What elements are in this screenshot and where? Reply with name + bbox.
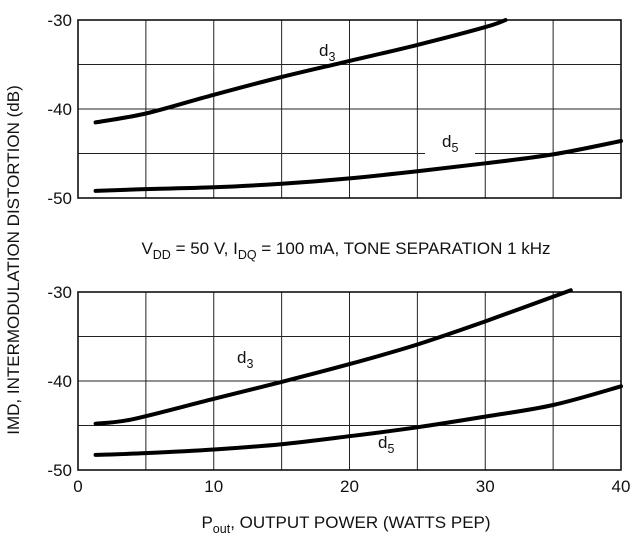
bottom-d5-line [93,384,623,457]
top-panel: -30 -40 -50 [47,11,623,208]
bottom-y-tick-label: -30 [47,283,72,302]
condition-v: V [141,239,153,258]
x-axis-label-rest: , OUTPUT POWER (WATTS PEP) [230,513,490,532]
condition-i-sub: DQ [238,248,257,262]
x-axis-label: Pout, OUTPUT POWER (WATTS PEP) [201,513,490,536]
bottom-d3-label: d3 [237,348,253,371]
bottom-d5-label: d5 [378,433,394,456]
condition-mid: = 50 V, I [171,239,238,258]
top-y-tick-label: -50 [47,189,72,208]
bottom-panel: -30 -40 -500 10 20 30 40 [47,283,630,496]
bottom-plot-frame [77,291,622,471]
bottom-x-tick-label: 0 [73,477,82,496]
bottom-y-tick-label: -50 [47,461,72,480]
bottom-x-tick-label: 10 [204,477,223,496]
bottom-y-tick-label: -40 [47,372,72,391]
condition-v-sub: DD [153,248,171,262]
condition-rest: = 100 mA, TONE SEPARATION 1 kHz [257,239,551,258]
top-d5-label: d5 [442,132,458,155]
x-axis-label-main: P [201,513,212,532]
bottom-x-tick-label: 40 [612,477,631,496]
top-d3-label: d3 [319,41,335,64]
top-plot-frame [77,19,622,199]
bottom-x-tick-label: 20 [340,477,359,496]
bottom-d3-line [93,288,573,426]
condition-text: VDD = 50 V, IDQ = 100 mA, TONE SEPARATIO… [141,239,550,262]
top-d5-line [93,139,623,193]
bottom-x-tick-label: 30 [476,477,495,496]
x-axis-label-sub: out [213,522,231,536]
top-y-tick-label: -40 [47,100,72,119]
top-d5-label-gap [425,150,475,157]
y-axis-label: IMD, INTERMODULATION DISTORTION (dB) [4,85,23,434]
top-d3-line [93,18,508,125]
top-y-tick-label: -30 [47,11,72,30]
